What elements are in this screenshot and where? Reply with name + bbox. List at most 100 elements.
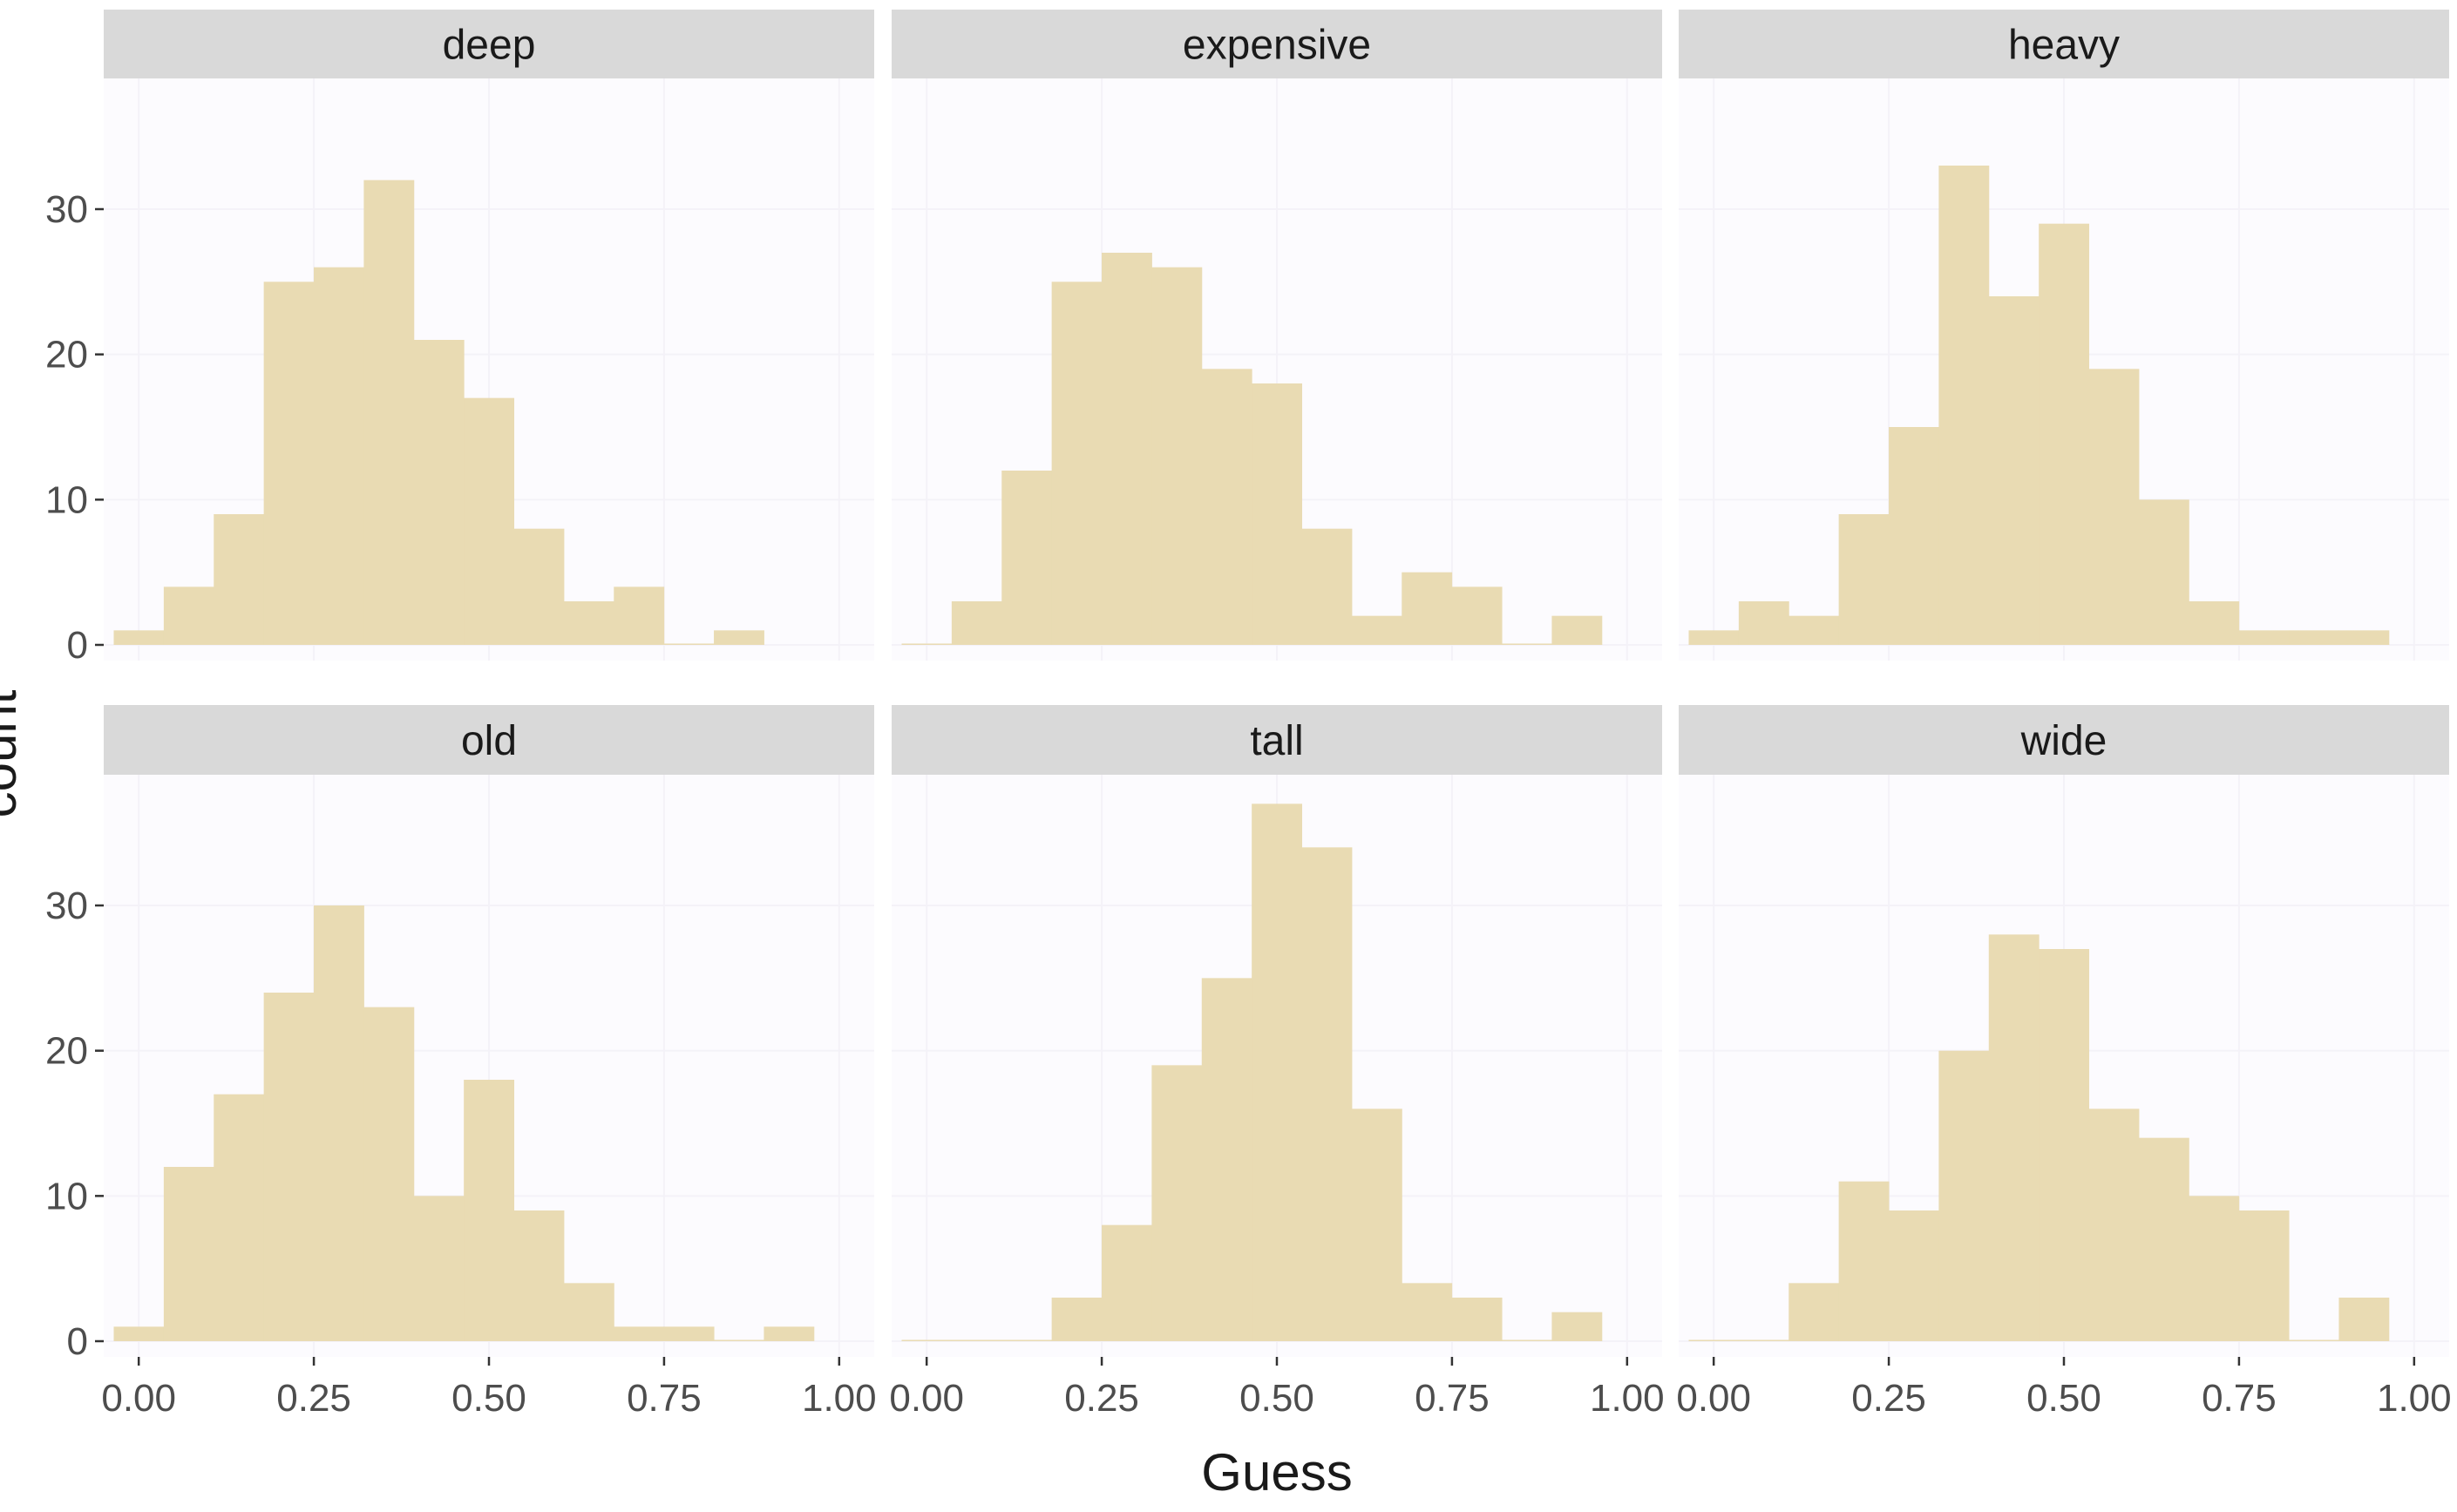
histogram-bar [614,1326,665,1341]
y-tick-label: 10 [45,478,88,521]
facet-strip-label: tall [1250,718,1303,764]
histogram-bar [1402,572,1453,645]
histogram-bar [1889,427,1939,645]
histogram-bar [363,1007,415,1341]
facet-strip [104,10,874,78]
facet-panel-old: old [104,705,874,1357]
histogram-bar [1938,166,1990,645]
facet-strip-label: heavy [2008,23,2120,69]
histogram-bar [2189,601,2240,645]
histogram-bar [563,601,614,645]
histogram-bar [1252,803,1303,1341]
histogram-bar [513,1210,565,1341]
histogram-bar [2138,499,2189,645]
histogram-bar [951,1339,1002,1341]
histogram-bar [663,643,715,645]
facet-strip-label: old [461,718,517,764]
y-axis: 0 10 20 30 [45,188,104,667]
histogram-bar [1688,630,1740,645]
histogram-bar [1551,615,1603,645]
histogram-bar [363,180,415,645]
histogram-bar [614,586,665,645]
histogram-bar [113,630,165,645]
histogram-bar [2289,630,2339,645]
histogram-bar [764,1326,815,1341]
histogram-bar [1738,1339,1789,1341]
x-tick-label: 0.50 [2026,1377,2101,1420]
x-tick-label: 0.25 [1064,1377,1139,1420]
facet-panels: deep expensive heavy old tall wide [104,10,2449,1357]
histogram-bar [214,514,265,645]
facet-strip-label: expensive [1183,23,1371,69]
y-tick-label: 20 [45,1030,88,1073]
histogram-bar [1788,1283,1840,1341]
histogram-bar [1351,1109,1402,1341]
histogram-bar [1451,1298,1503,1341]
histogram-bar [214,1094,265,1341]
x-tick-label: 0.00 [889,1377,964,1420]
x-tick-label: 0.25 [276,1377,351,1420]
y-tick-label: 20 [45,334,88,376]
histogram-bar [413,340,465,645]
histogram-bar [1051,1298,1103,1341]
histogram-bar [1551,1312,1603,1341]
histogram-bar [2138,1137,2189,1341]
histogram-bar [2338,630,2390,645]
histogram-bar [1252,383,1303,645]
y-axis-title: count [0,689,27,817]
histogram-bar [1102,253,1152,645]
histogram-bar [1301,528,1353,645]
x-axis-title: Guess [1201,1443,1352,1502]
histogram-bar [2088,1109,2140,1341]
histogram-bar [2238,1210,2290,1341]
histogram-bar [1201,369,1252,645]
x-axes: 0.00 0.25 0.50 0.75 1.00 0.00 0.25 0.50 0.75 1.00… [101,1357,2452,1420]
histogram-bar [314,905,364,1341]
histogram-bar [1502,643,1552,645]
facet-strip [1679,705,2449,775]
histogram-bar [464,1080,515,1341]
histogram-bar [2189,1196,2240,1341]
x-tick-label: 1.00 [2377,1377,2452,1420]
histogram-bar [1788,615,1840,645]
y-axis: 0 10 20 30 [45,885,104,1363]
histogram-bar [413,1196,465,1341]
facet-panel-deep: deep [104,10,874,661]
histogram-bar [113,1326,165,1341]
x-tick-label: 0.00 [101,1377,176,1420]
x-tick-label: 0.50 [451,1377,526,1420]
x-axis: 0.00 0.25 0.50 0.75 1.00 [1676,1357,2452,1420]
y-tick-label: 30 [45,885,88,927]
x-tick-label: 1.00 [802,1377,877,1420]
histogram-bar [2238,630,2290,645]
facet-panel-heavy: heavy [1679,10,2449,661]
histogram-bar [1451,586,1503,645]
histogram-bar [1102,1224,1152,1341]
histogram-bar [1988,934,2040,1341]
y-tick-label: 30 [45,188,88,231]
histogram-bar [714,630,764,645]
histogram-bar [314,267,364,645]
histogram-bar [1151,1065,1203,1341]
facet-strip [892,705,1662,775]
histogram-bar [2338,1298,2390,1341]
histogram-bar [951,601,1002,645]
y-axes: 0 10 20 30 0 10 20 30 [45,188,104,1363]
histogram-bar [2088,369,2140,645]
facet-strip-label: deep [443,23,536,69]
histogram-bar [1688,1339,1740,1341]
histogram-bar [1051,281,1103,645]
histogram-bar [263,993,315,1341]
facet-panel-expensive: expensive [892,10,1662,661]
histogram-bar [901,1339,953,1341]
facet-strip [1679,10,2449,78]
histogram-bar [663,1326,715,1341]
x-tick-label: 0.50 [1239,1377,1314,1420]
histogram-bar [163,586,214,645]
facet-strip-label: wide [2020,718,2107,764]
histogram-bar [1351,615,1402,645]
histogram-bar [1838,514,1890,645]
histogram-bar [563,1283,614,1341]
x-tick-label: 0.00 [1676,1377,1751,1420]
